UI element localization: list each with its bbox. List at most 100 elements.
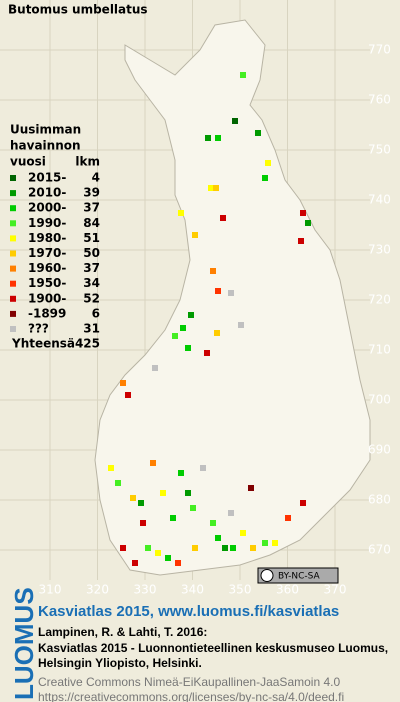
y-grid-label: 720 [368, 293, 391, 307]
legend-count: 4 [92, 171, 100, 185]
legend-count: 51 [83, 231, 100, 245]
legend-heading: vuosi [10, 155, 46, 169]
legend-heading: havainnon [10, 139, 81, 153]
observation-square [228, 510, 234, 516]
legend-count: 39 [83, 186, 100, 200]
observation-square [178, 470, 184, 476]
observation-squares [108, 72, 311, 566]
observation-square [125, 392, 131, 398]
legend-count: 6 [92, 306, 100, 320]
legend-total-label: Yhteensä [11, 337, 75, 351]
legend-count: 31 [83, 322, 100, 336]
observation-square [188, 312, 194, 318]
observation-square [262, 175, 268, 181]
legend-swatch [10, 175, 16, 181]
observation-square [185, 345, 191, 351]
observation-square [215, 288, 221, 294]
observation-square [298, 238, 304, 244]
observation-square [180, 325, 186, 331]
observation-square [238, 322, 244, 328]
x-grid-label: 310 [39, 583, 62, 597]
observation-square [250, 545, 256, 551]
observation-square [215, 535, 221, 541]
observation-square [120, 380, 126, 386]
observation-square [120, 545, 126, 551]
x-grid-label: 350 [229, 583, 252, 597]
observation-square [132, 560, 138, 566]
citation-title: Kasviatlas 2015 - Luonnontieteellinen ke… [38, 641, 388, 655]
observation-square [240, 72, 246, 78]
license-url[interactable]: https://creativecommons.org/licenses/by-… [38, 690, 344, 702]
legend-swatch [10, 265, 16, 272]
observation-square [130, 495, 136, 501]
observation-square [160, 490, 166, 496]
y-grid-label: 690 [368, 443, 391, 457]
legend-swatch [10, 295, 16, 302]
y-grid-label: 740 [368, 193, 391, 207]
legend-count: 37 [83, 201, 100, 215]
license-name: Creative Commons Nimeä-EiKaupallinen-Jaa… [38, 675, 340, 689]
observation-square [192, 545, 198, 551]
legend-label: 1970- [28, 246, 66, 260]
observation-square [152, 365, 158, 371]
observation-square [155, 550, 161, 556]
x-grid-label: 360 [276, 583, 299, 597]
observation-square [213, 185, 219, 191]
badge-icon [260, 569, 274, 582]
legend-swatch [10, 310, 16, 317]
legend-swatch [10, 220, 16, 227]
observation-square [204, 350, 210, 356]
license-badge: BY-NC-SA [257, 567, 339, 584]
species-title: Butomus umbellatus [8, 3, 148, 17]
observation-square [150, 460, 156, 466]
observation-square [210, 268, 216, 274]
observation-square [222, 545, 228, 551]
observation-square [178, 210, 184, 216]
observation-square [272, 540, 278, 546]
legend-count: 34 [83, 276, 100, 290]
legend-swatch [10, 280, 16, 287]
observation-square [190, 505, 196, 511]
legend-label: -1899 [28, 306, 66, 320]
observation-square [210, 520, 216, 526]
observation-square [205, 135, 211, 141]
observation-square [220, 215, 226, 221]
y-grid-label: 770 [368, 43, 391, 57]
legend-swatch [10, 190, 16, 197]
legend-swatch [10, 250, 16, 257]
badge-box [257, 567, 339, 584]
legend-label: 1990- [28, 216, 66, 230]
observation-square [215, 135, 221, 141]
legend-label: 2000- [28, 201, 66, 215]
x-grid-label: 330 [134, 583, 157, 597]
legend-count: 50 [83, 246, 100, 260]
atlas-link[interactable]: Kasviatlas 2015, www.luomus.fi/kasviatla… [38, 603, 339, 620]
observation-square [172, 333, 178, 339]
legend-count-heading: lkm [75, 155, 100, 169]
legend-total: 425 [75, 337, 100, 351]
grid-labels: 310 320 330 340 350 360 370 770 760 750 740 730 720 7… [39, 43, 391, 597]
observation-square [300, 210, 306, 216]
legend-count: 84 [83, 216, 100, 230]
legend-heading: Uusimman [10, 123, 81, 137]
citation-authors: Lampinen, R. & Lahti, T. 2016: [38, 625, 207, 639]
legend-swatch [10, 326, 16, 332]
finland-outline [94, 19, 371, 576]
citation-publisher: Helsingin Yliopisto, Helsinki. [38, 656, 202, 670]
observation-square [230, 545, 236, 551]
observation-square [192, 232, 198, 238]
observation-square [228, 290, 234, 296]
observation-square [145, 545, 151, 551]
observation-square [140, 520, 146, 526]
observation-square [240, 530, 246, 536]
x-grid-label: 370 [324, 583, 347, 597]
y-grid-label: 760 [368, 93, 391, 107]
observation-square [115, 480, 121, 486]
x-grid-label: 320 [86, 583, 109, 597]
observation-square [232, 118, 238, 124]
observation-square [138, 500, 144, 506]
observation-square [305, 220, 311, 226]
legend-label: ??? [28, 322, 49, 336]
legend-swatch [10, 235, 16, 242]
legend: Uusimman havainnon vuosi lkm Yhteensä 42… [10, 123, 100, 351]
